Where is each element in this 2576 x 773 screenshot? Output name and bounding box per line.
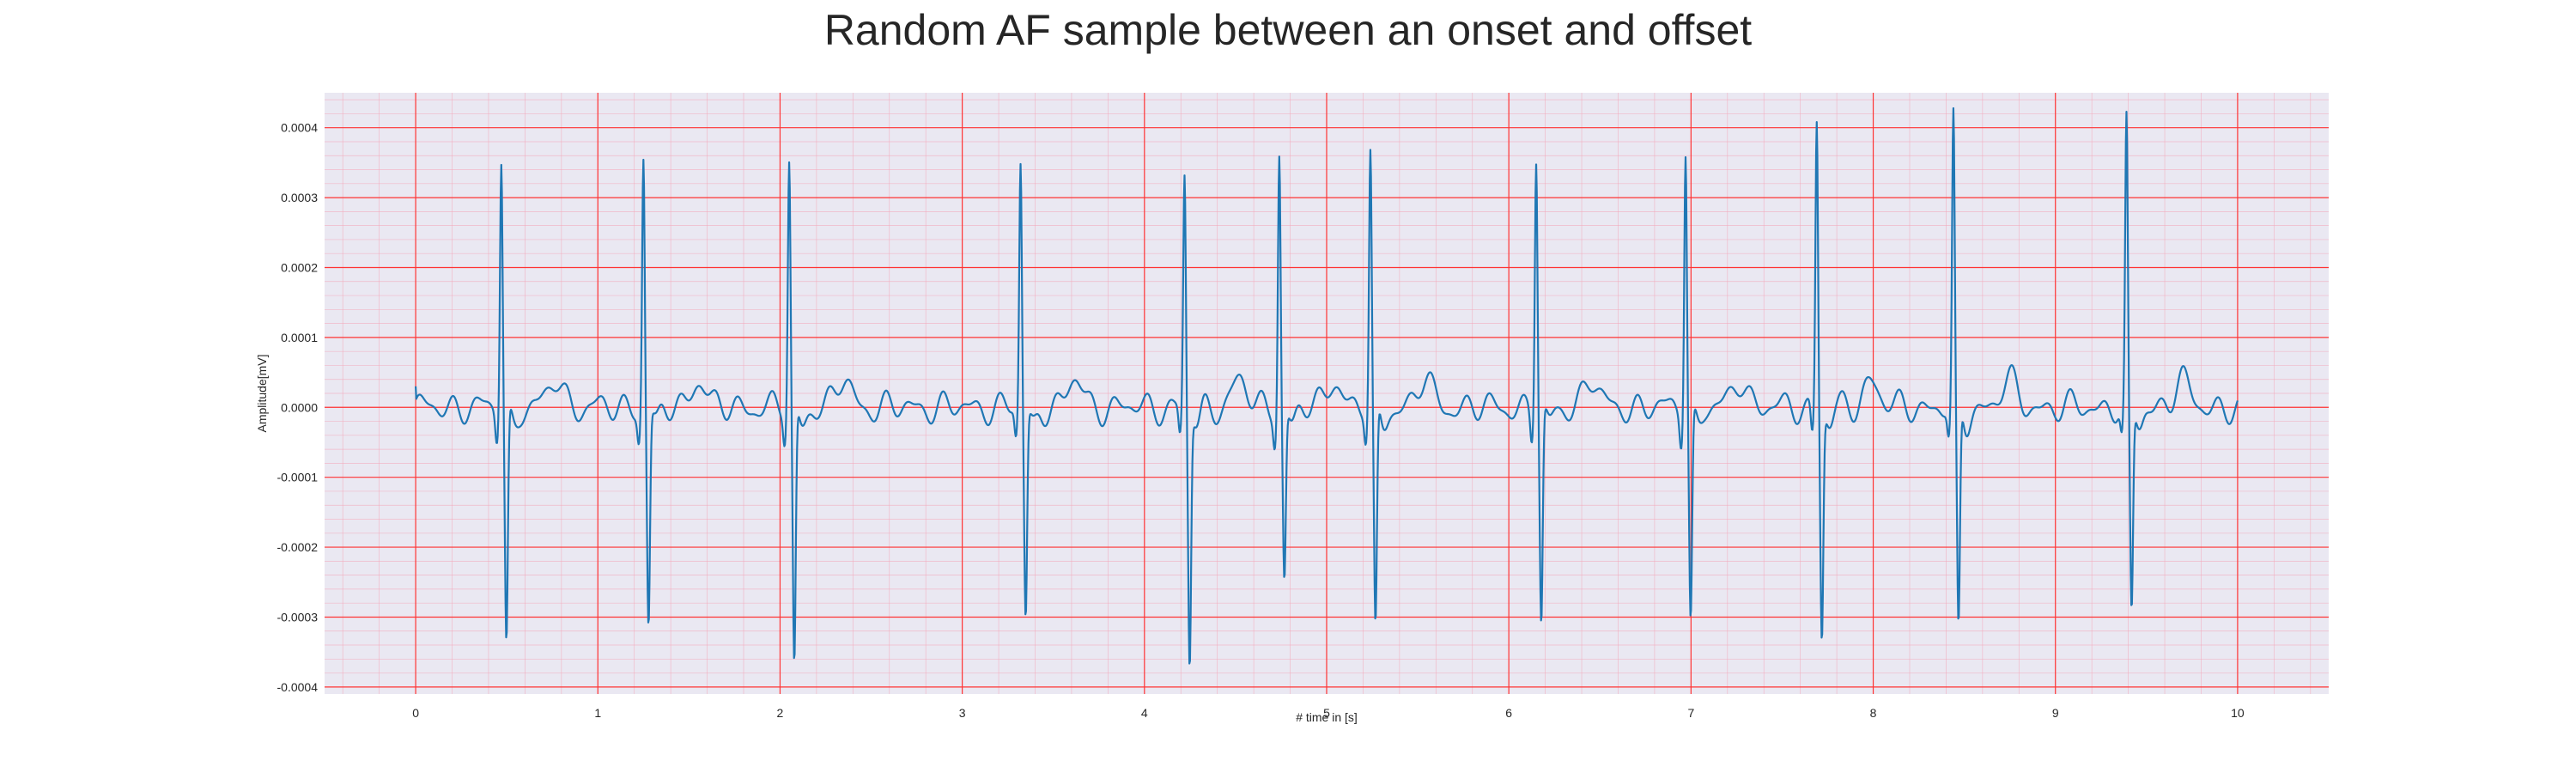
y-tick-label: -0.0003 <box>277 610 319 624</box>
y-tick-label: 0.0003 <box>281 191 318 204</box>
x-tick-label: 10 <box>2231 706 2245 720</box>
y-tick-label: 0.0004 <box>281 121 318 135</box>
x-tick-label: 1 <box>594 706 601 720</box>
y-tick-label: 0.0002 <box>281 260 318 274</box>
x-tick-label: 3 <box>959 706 966 720</box>
y-tick-label: -0.0002 <box>277 540 319 554</box>
x-axis-label: # time in [s] <box>1296 710 1358 724</box>
y-tick-label: 0.0000 <box>281 400 318 414</box>
y-tick-label: -0.0004 <box>277 680 319 694</box>
y-tick-label: 0.0001 <box>281 331 318 344</box>
y-axis-label: Amplitude[mV] <box>255 354 269 432</box>
x-tick-label: 8 <box>1870 706 1877 720</box>
x-tick-label: 6 <box>1505 706 1512 720</box>
x-tick-label: 2 <box>777 706 784 720</box>
y-axis-ticks: -0.0004 -0.0003 -0.0002 -0.0001 0.0000 0.0001… <box>277 121 319 694</box>
x-tick-label: 0 <box>412 706 419 720</box>
x-tick-label: 9 <box>2052 706 2059 720</box>
y-tick-label: -0.0001 <box>277 471 319 484</box>
x-tick-label: 7 <box>1687 706 1694 720</box>
x-tick-label: 4 <box>1141 706 1148 720</box>
